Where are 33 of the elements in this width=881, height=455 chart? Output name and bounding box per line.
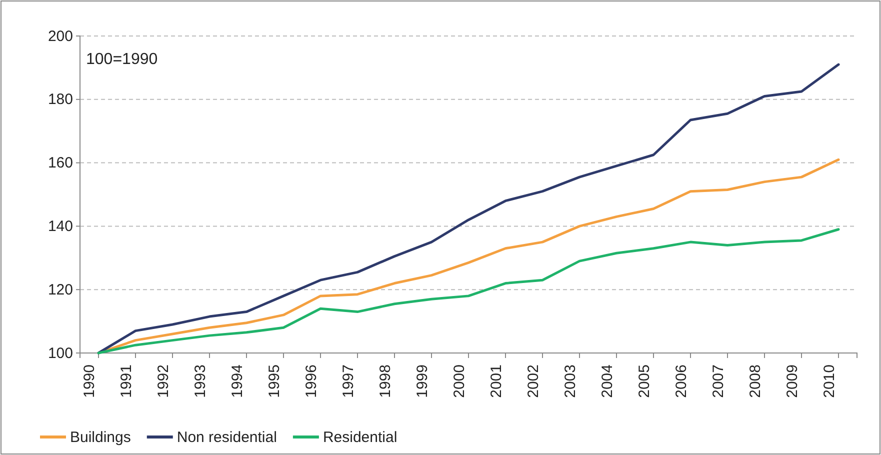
legend-label: Residential — [322, 429, 398, 446]
y-tick-label: 140 — [48, 218, 73, 235]
x-tick-label: 1992 — [155, 364, 172, 398]
y-tick-label: 160 — [48, 154, 73, 172]
x-tick-label: 2010 — [821, 364, 838, 398]
x-tick-label: 2003 — [562, 364, 579, 398]
x-tick-label: 2009 — [784, 364, 801, 398]
x-tick-label: 1994 — [229, 364, 246, 398]
x-tick-label: 1996 — [303, 364, 320, 398]
x-tick-label: 2006 — [673, 364, 690, 398]
x-tick-label: 1991 — [118, 364, 135, 398]
line-series — [97, 228, 840, 354]
x-tick-label: 2000 — [451, 364, 468, 398]
y-tick-label: 180 — [48, 91, 73, 108]
x-tick-label: 1999 — [414, 364, 431, 398]
y-tick-label: 120 — [48, 281, 73, 298]
x-tick-label: 2002 — [525, 364, 542, 398]
line-series — [97, 63, 840, 354]
x-tick-label: 1993 — [192, 364, 209, 398]
x-tick-label: 1997 — [340, 364, 357, 398]
legend-label: Buildings — [70, 429, 131, 446]
x-tick-label: 1990 — [81, 364, 98, 398]
x-tick-label: 2005 — [636, 364, 653, 398]
x-tick-label: 1998 — [377, 364, 394, 398]
x-tick-label: 2001 — [488, 364, 505, 398]
legend-label: Non residential — [176, 429, 277, 446]
y-tick-label: 100 — [48, 344, 73, 362]
y-tick-label: 200 — [48, 28, 73, 45]
x-tick-label: 2008 — [747, 364, 764, 398]
x-tick-label: 2004 — [599, 364, 616, 398]
x-tick-label: 1995 — [266, 364, 283, 398]
annotation: 100=1990 — [86, 51, 158, 68]
x-tick-label: 2007 — [710, 364, 727, 398]
